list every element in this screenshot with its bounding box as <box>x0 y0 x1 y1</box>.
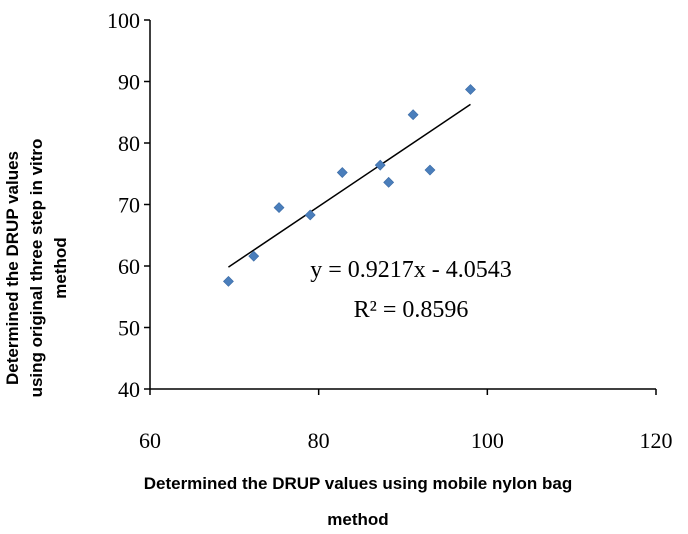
x-axis-title-line: method <box>327 510 388 529</box>
y-tick-label: 90 <box>118 70 140 95</box>
x-tick-label: 80 <box>308 428 330 453</box>
x-tick-marks <box>149 389 657 395</box>
y-axis-title-line: using original three step in vitro <box>27 139 46 398</box>
data-point <box>374 159 386 171</box>
y-tick-labels: 40 50 60 70 80 90 100 <box>107 8 140 402</box>
y-tick-label: 100 <box>107 8 140 33</box>
x-tick-labels: 60 80 100 120 <box>139 428 673 453</box>
data-point <box>407 109 419 121</box>
y-tick-label: 80 <box>118 131 140 156</box>
data-point <box>383 176 395 188</box>
x-axis-title: Determined the DRUP values using mobile … <box>144 474 573 529</box>
data-point <box>273 202 285 213</box>
x-tick-label: 100 <box>471 428 504 453</box>
y-axis-title-line: Determined the DRUP values <box>3 151 22 385</box>
trendline <box>228 103 471 268</box>
y-axis-title: Determined the DRUP values using original… <box>3 139 70 398</box>
data-point <box>248 250 260 262</box>
data-point <box>336 167 348 178</box>
trendline-equation: y = 0.9217x - 4.0543 <box>310 257 512 283</box>
y-tick-label: 60 <box>118 254 140 279</box>
y-tick-label: 50 <box>118 316 140 341</box>
x-tick-label: 60 <box>139 428 161 453</box>
y-axis-title-line: method <box>51 237 70 298</box>
data-point <box>223 275 234 287</box>
r-squared-label: R² = 0.8596 <box>354 297 469 323</box>
x-axis-title-line: Determined the DRUP values using mobile … <box>144 474 573 493</box>
data-point <box>424 164 436 176</box>
y-tick-label: 40 <box>118 377 140 402</box>
x-tick-label: 120 <box>640 428 673 453</box>
data-point <box>304 209 316 221</box>
data-point <box>465 84 476 95</box>
data-points <box>223 84 476 287</box>
y-tick-marks <box>144 19 150 390</box>
y-tick-label: 70 <box>118 193 140 218</box>
